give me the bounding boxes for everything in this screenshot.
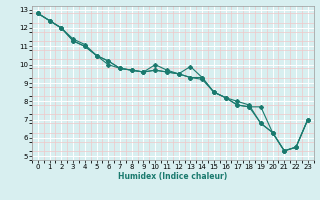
X-axis label: Humidex (Indice chaleur): Humidex (Indice chaleur) — [118, 172, 228, 181]
